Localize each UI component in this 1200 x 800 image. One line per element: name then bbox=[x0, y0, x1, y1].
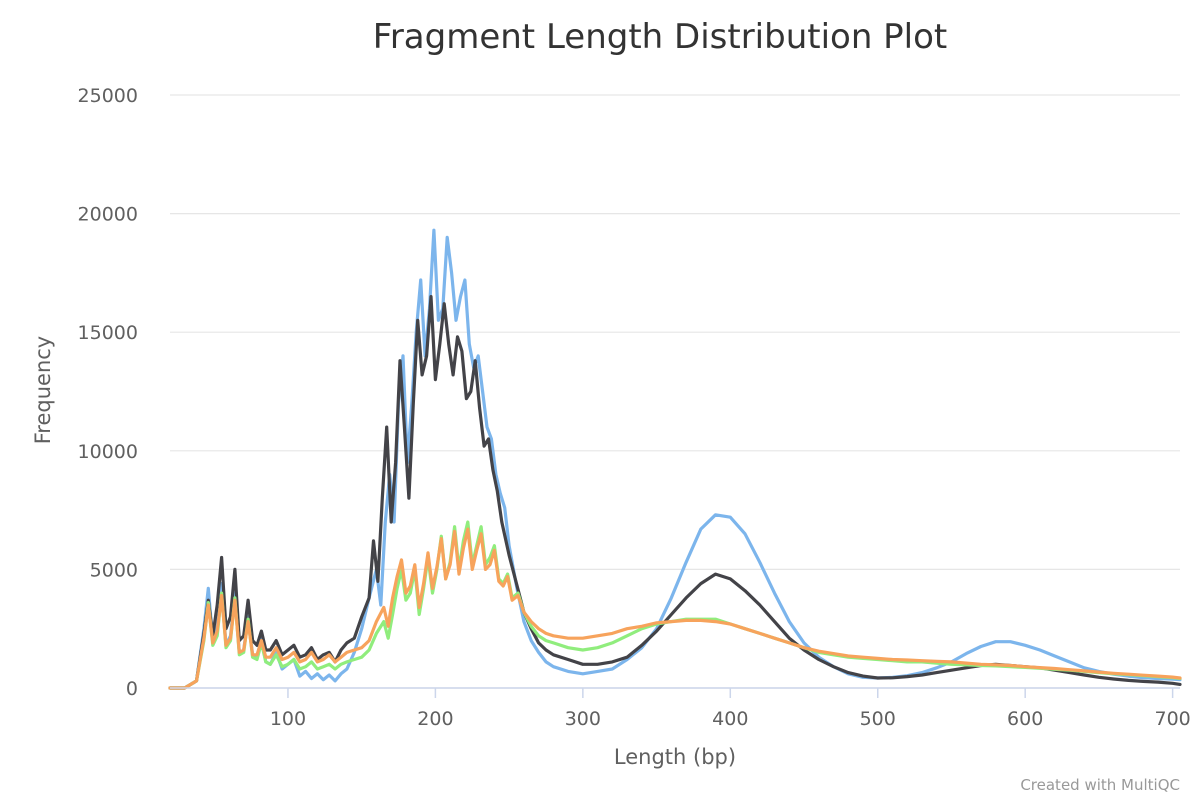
series-line-1 bbox=[168, 228, 1182, 690]
credit-text: Created with MultiQC bbox=[1020, 776, 1180, 794]
y-tick-label: 10000 bbox=[78, 441, 138, 463]
x-tick-label: 700 bbox=[1154, 708, 1190, 730]
series-line-3 bbox=[168, 520, 1182, 690]
chart-title: Fragment Length Distribution Plot bbox=[373, 17, 948, 57]
y-tick-label: 15000 bbox=[78, 322, 138, 344]
y-axis-label: Frequency bbox=[31, 336, 55, 445]
y-tick-label: 20000 bbox=[78, 204, 138, 226]
x-axis-ticks: 100 200 300 400 500 600 700 bbox=[270, 688, 1191, 730]
series-line-4 bbox=[168, 527, 1182, 690]
x-tick-label: 400 bbox=[712, 708, 748, 730]
y-tick-label: 5000 bbox=[90, 559, 138, 581]
x-tick-label: 600 bbox=[1007, 708, 1043, 730]
y-axis-ticks: 0 5000 10000 15000 20000 25000 bbox=[78, 85, 138, 700]
series-lines bbox=[168, 228, 1182, 690]
x-tick-label: 200 bbox=[417, 708, 453, 730]
y-tick-label: 0 bbox=[126, 678, 138, 700]
x-axis-label: Length (bp) bbox=[614, 745, 736, 769]
x-tick-label: 100 bbox=[270, 708, 306, 730]
series-line-2 bbox=[168, 295, 1182, 690]
x-tick-label: 300 bbox=[565, 708, 601, 730]
y-tick-label: 25000 bbox=[78, 85, 138, 107]
gridlines bbox=[170, 94, 1180, 689]
x-tick-label: 500 bbox=[860, 708, 896, 730]
